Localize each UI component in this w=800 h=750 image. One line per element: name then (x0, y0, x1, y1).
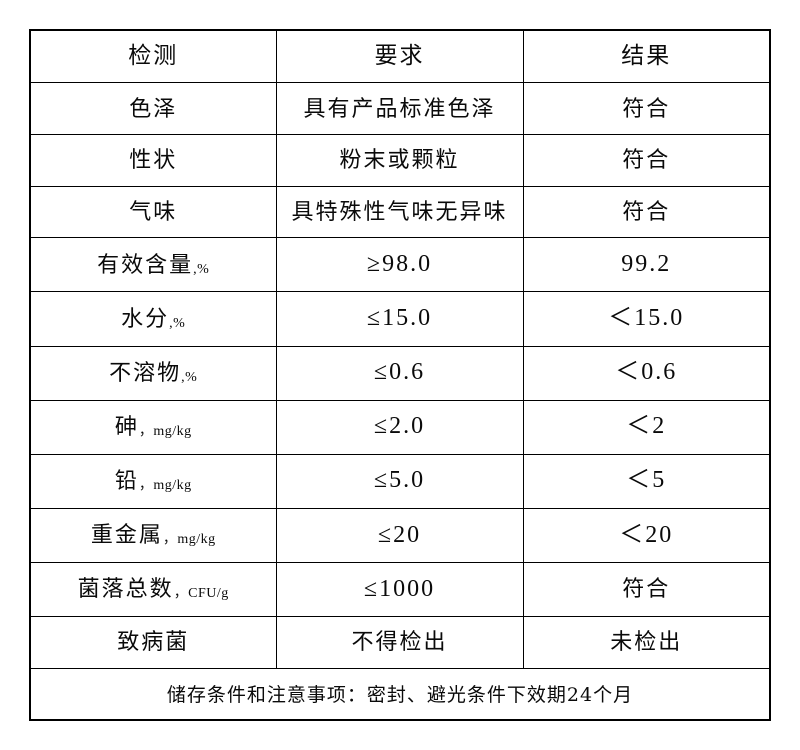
item-unit: ，CFU/g (173, 586, 229, 602)
item-name: 有效含量 (97, 252, 194, 278)
cell-requirement: ≤5.0 (275, 453, 524, 509)
result-value: ＜2 (626, 413, 667, 440)
table-header-row: 检测 要求 结果 (29, 29, 771, 84)
cell-result: 符合 (522, 561, 771, 618)
item-name: 致病菌 (117, 630, 190, 656)
requirement-value: ≥98.0 (366, 251, 433, 278)
item-name: 气味 (129, 199, 178, 225)
cell-requirement: ≤1000 (275, 561, 524, 618)
column-header-requirement-label: 要求 (374, 43, 425, 70)
table-row: 气味 具特殊性气味无异味 符合 (29, 185, 771, 239)
item-name: 铅 (114, 469, 139, 495)
storage-note-cell: 储存条件和注意事项：密封、避光条件下效期24个月 (29, 667, 771, 721)
cell-result: 未检出 (522, 616, 771, 669)
result-value: 符合 (622, 148, 671, 174)
result-value: ＜20 (619, 521, 674, 548)
cell-item: 重金属，mg/kg (29, 507, 277, 563)
column-header-result-label: 结果 (621, 43, 672, 70)
item-unit: ,% (169, 315, 186, 331)
item-name: 不溶物 (109, 360, 182, 386)
result-value: 未检出 (610, 630, 683, 656)
cell-requirement: 粉末或颗粒 (275, 134, 524, 187)
result-value: 99.2 (621, 251, 672, 278)
result-value: ＜15.0 (608, 305, 685, 332)
item-name: 性状 (129, 148, 178, 174)
requirement-value: 具有产品标准色泽 (303, 96, 496, 122)
table-row: 铅，mg/kg ≤5.0 ＜5 (29, 453, 771, 509)
item-unit: ,% (193, 261, 210, 277)
cell-item: 致病菌 (29, 616, 277, 669)
requirement-value: ≤1000 (363, 575, 436, 602)
cell-item: 菌落总数，CFU/g (29, 561, 277, 618)
specification-table-container: 检测 要求 结果 色泽 具有产品标准色泽 符合 性状 粉末或颗粒 (29, 29, 771, 721)
table-row: 砷，mg/kg ≤2.0 ＜2 (29, 399, 771, 455)
cell-result: ＜15.0 (522, 291, 771, 347)
cell-result: 99.2 (522, 237, 771, 293)
table-row: 不溶物,% ≤0.6 ＜0.6 (29, 345, 771, 401)
cell-item: 气味 (29, 185, 277, 239)
cell-requirement: ≤0.6 (275, 345, 524, 401)
result-value: 符合 (622, 199, 671, 225)
table-row: 有效含量,% ≥98.0 99.2 (29, 237, 771, 293)
storage-note-text: 储存条件和注意事项：密封、避光条件下效期24个月 (166, 683, 634, 706)
cell-item: 色泽 (29, 82, 277, 135)
cell-result: 符合 (522, 82, 771, 135)
table-row: 水分,% ≤15.0 ＜15.0 (29, 291, 771, 347)
cell-result: ＜2 (522, 399, 771, 455)
table-row: 性状 粉末或颗粒 符合 (29, 134, 771, 187)
table-row: 菌落总数，CFU/g ≤1000 符合 (29, 561, 771, 618)
column-header-requirement: 要求 (275, 29, 524, 84)
cell-requirement: 具有产品标准色泽 (275, 82, 524, 135)
cell-item: 砷，mg/kg (29, 399, 277, 455)
cell-result: 符合 (522, 134, 771, 187)
cell-result: ＜20 (522, 507, 771, 563)
result-value: 符合 (622, 96, 671, 122)
cell-item: 性状 (29, 134, 277, 187)
table-footer-row: 储存条件和注意事项：密封、避光条件下效期24个月 (29, 667, 771, 721)
cell-item: 水分,% (29, 291, 277, 347)
item-name: 水分 (121, 306, 170, 332)
cell-requirement: 具特殊性气味无异味 (275, 185, 524, 239)
requirement-value: ≤2.0 (373, 413, 426, 440)
table-row: 色泽 具有产品标准色泽 符合 (29, 82, 771, 135)
item-unit: ，mg/kg (138, 424, 192, 440)
cell-item: 铅，mg/kg (29, 453, 277, 509)
cell-requirement: ≤15.0 (275, 291, 524, 347)
cell-result: ＜0.6 (522, 345, 771, 401)
requirement-value: ≤0.6 (373, 359, 426, 386)
table-row: 致病菌 不得检出 未检出 (29, 616, 771, 669)
requirement-value: 粉末或颗粒 (339, 148, 460, 174)
item-unit: ，mg/kg (162, 532, 216, 548)
cell-requirement: ≤20 (275, 507, 524, 563)
requirement-value: ≤15.0 (366, 305, 433, 332)
column-header-item: 检测 (29, 29, 277, 84)
result-value: ＜0.6 (615, 359, 678, 386)
column-header-item-label: 检测 (128, 43, 179, 70)
cell-requirement: 不得检出 (275, 616, 524, 669)
item-name: 色泽 (129, 96, 178, 122)
requirement-value: 不得检出 (351, 630, 448, 656)
table-body: 检测 要求 结果 色泽 具有产品标准色泽 符合 性状 粉末或颗粒 (29, 29, 771, 721)
item-name: 砷 (114, 415, 139, 441)
cell-item: 不溶物,% (29, 345, 277, 401)
item-name: 菌落总数 (77, 577, 174, 603)
item-unit: ,% (181, 369, 198, 385)
item-unit: ，mg/kg (138, 478, 192, 494)
result-value: 符合 (622, 577, 671, 603)
specification-table: 检测 要求 结果 色泽 具有产品标准色泽 符合 性状 粉末或颗粒 (29, 29, 771, 721)
table-row: 重金属，mg/kg ≤20 ＜20 (29, 507, 771, 563)
requirement-value: 具特殊性气味无异味 (291, 199, 508, 225)
cell-item: 有效含量,% (29, 237, 277, 293)
requirement-value: ≤20 (377, 521, 422, 548)
requirement-value: ≤5.0 (373, 467, 426, 494)
column-header-result: 结果 (522, 29, 771, 84)
cell-requirement: ≥98.0 (275, 237, 524, 293)
cell-requirement: ≤2.0 (275, 399, 524, 455)
result-value: ＜5 (626, 467, 667, 494)
cell-result: 符合 (522, 185, 771, 239)
cell-result: ＜5 (522, 453, 771, 509)
item-name: 重金属 (90, 523, 163, 549)
